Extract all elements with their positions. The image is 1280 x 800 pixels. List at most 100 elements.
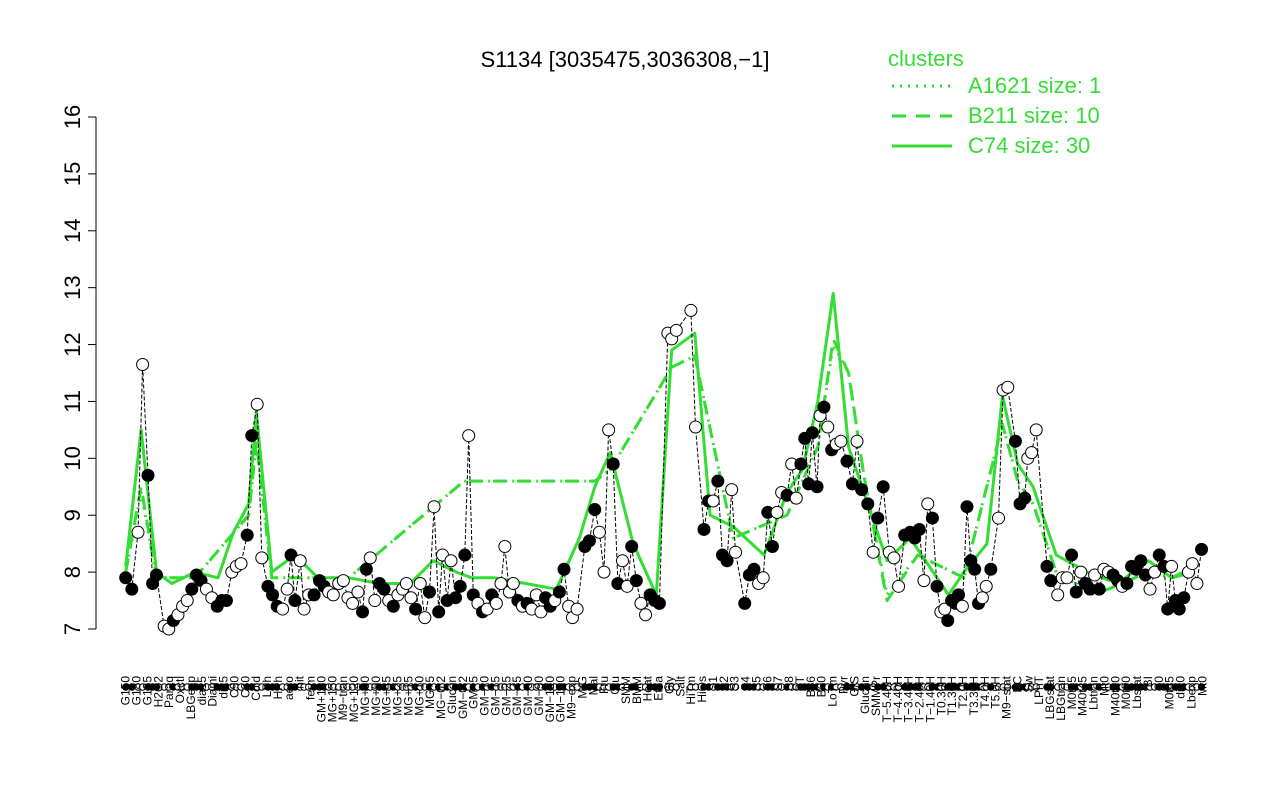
x-tick-label: M9−exp	[565, 676, 579, 719]
data-point	[955, 599, 969, 613]
data-point	[1134, 554, 1148, 568]
x-tick-label: S1	[706, 676, 720, 691]
x-tick-label: LPhT	[1032, 675, 1046, 704]
data-point	[592, 525, 606, 539]
x-rug-mark	[1032, 683, 1040, 691]
data-point	[765, 540, 779, 554]
x-tick-label: M/G	[575, 676, 589, 699]
x-tick-label: HPh	[271, 676, 285, 699]
data-point	[141, 468, 155, 482]
data-point	[284, 548, 298, 562]
data-point	[921, 497, 935, 511]
x-tick-label: Glucon	[445, 676, 459, 714]
x-tick-label: GM−150	[554, 676, 568, 723]
x-tick-label: Sw	[1021, 676, 1035, 693]
data-point	[336, 574, 350, 588]
data-point	[634, 596, 648, 610]
x-tick-label: T5.0H	[989, 676, 1003, 709]
x-tick-label: T−2.40H	[913, 676, 927, 722]
data-point	[1120, 576, 1134, 590]
data-point	[606, 457, 620, 471]
x-tick-label: S6	[760, 676, 774, 691]
x-tick-label: dia0	[1174, 676, 1188, 699]
data-point	[1195, 542, 1209, 556]
data-point	[1060, 571, 1074, 585]
data-point	[855, 483, 869, 497]
x-tick-label: S3	[728, 676, 742, 691]
x-tick-label: Glucon	[858, 676, 872, 714]
data-point	[917, 574, 931, 588]
data-point	[725, 483, 739, 497]
data-point	[462, 429, 476, 443]
data-point	[629, 574, 643, 588]
data-point	[840, 454, 854, 468]
data-point	[602, 423, 616, 437]
data-point	[960, 500, 974, 514]
data-point	[219, 594, 233, 608]
data-point	[720, 554, 734, 568]
data-point	[297, 602, 311, 616]
data-point	[941, 613, 955, 627]
x-tick-label: M40t90	[1108, 676, 1122, 716]
x-tick-label: dia15	[195, 676, 209, 706]
data-point	[892, 579, 906, 593]
x-tick-label: HiTm	[684, 676, 698, 705]
x-tick-label: MG+10	[412, 676, 426, 716]
x-tick-label: Gly	[662, 676, 676, 694]
x-tick-label: aero	[282, 676, 296, 700]
data-point	[876, 480, 890, 494]
x-tick-label: C30	[238, 676, 252, 698]
data-point	[625, 540, 639, 554]
data-point	[131, 525, 145, 539]
data-point	[925, 511, 939, 525]
data-point	[119, 571, 133, 585]
x-tick-label: GM−10	[478, 676, 492, 716]
data-point	[552, 585, 566, 599]
y-tick-label: 12	[60, 332, 85, 356]
x-tick-label: S2	[717, 676, 731, 691]
x-tick-label: Lbstat	[1130, 675, 1144, 708]
x-tick-label: B60	[815, 676, 829, 698]
data-point	[404, 591, 418, 605]
legend-title: clusters	[888, 46, 964, 71]
data-point	[346, 596, 360, 610]
x-tick-label: Lbexp	[1184, 676, 1198, 709]
x-tick-label: BMM	[630, 676, 644, 704]
data-point	[1069, 585, 1083, 599]
x-rug-mark	[987, 683, 995, 691]
data-point	[136, 357, 150, 371]
cluster-profile-line	[124, 343, 1195, 597]
x-tick-label: MG+5	[423, 676, 437, 709]
legend-entry-label: A1621 size: 1	[968, 73, 1101, 98]
y-tick-label: 11	[60, 390, 85, 413]
data-point	[266, 588, 280, 602]
x-tick-label: G150	[119, 676, 133, 706]
data-point	[1177, 591, 1191, 605]
x-tick-label: GM+150	[314, 676, 328, 723]
x-rug-mark	[1004, 683, 1012, 691]
data-point	[444, 554, 458, 568]
x-tick-label: T−4.40H	[891, 676, 905, 722]
legend-entry-label: B211 size: 10	[968, 103, 1100, 128]
x-tick-label: Diami	[206, 676, 220, 707]
data-point	[1001, 380, 1015, 394]
data-point	[1165, 559, 1179, 573]
data-point	[293, 554, 307, 568]
cluster-profile-line	[124, 337, 1195, 603]
x-tick-label: LPh	[260, 676, 274, 697]
data-point	[1088, 568, 1102, 582]
x-tick-label: T0.30H	[934, 676, 948, 715]
x-tick-label: S5	[749, 676, 763, 691]
x-tick-label: BI	[1141, 676, 1155, 687]
y-tick-label: 16	[60, 105, 85, 129]
data-point	[185, 582, 199, 596]
y-axis: 7 8 9 10 11 12 13 14 15 16	[60, 105, 97, 635]
x-tick-label: T−5.40H	[880, 676, 894, 722]
x-tick-label: Heat	[641, 675, 655, 701]
data-point	[866, 545, 880, 559]
data-point	[588, 503, 602, 517]
x-rug-mark	[1047, 683, 1055, 691]
x-tick-label: LBGexp	[184, 676, 198, 720]
x-tick-label: SMM	[619, 676, 633, 704]
data-point	[356, 605, 370, 619]
